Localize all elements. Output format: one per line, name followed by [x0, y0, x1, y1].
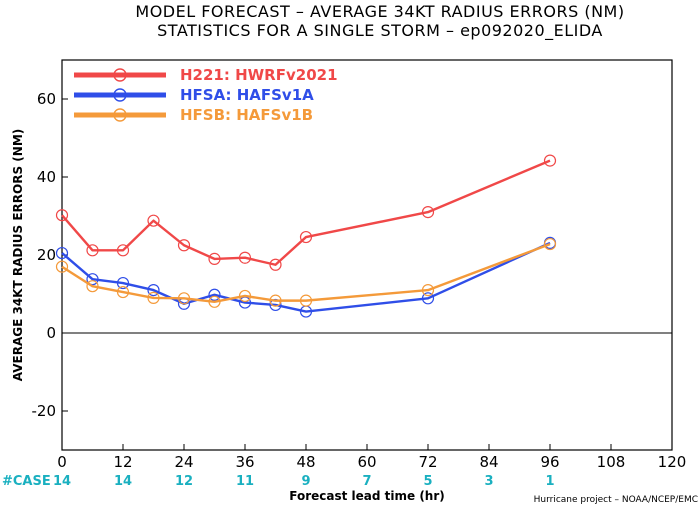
data-point-2: [147, 284, 160, 297]
x-tick-label: 120: [658, 453, 687, 471]
chart-subtitle: STATISTICS FOR A SINGLE STORM – ep092020…: [157, 21, 603, 41]
legend-label-1: H221: HWRFv2021: [180, 66, 338, 84]
data-point-3: [86, 280, 99, 293]
x-tick-label: 24: [174, 453, 193, 471]
case-count: 9: [301, 474, 310, 489]
case-count: 14: [114, 474, 132, 489]
case-count: 11: [236, 474, 254, 489]
x-tick-label: 96: [540, 453, 559, 471]
data-point-1: [55, 209, 69, 222]
data-point-3: [177, 292, 191, 305]
data-point-1: [116, 244, 130, 257]
data-point-3: [421, 284, 435, 297]
x-tick-label: 36: [235, 453, 254, 471]
data-point-1: [238, 251, 252, 264]
data-point-1: [269, 258, 282, 271]
data-point-3: [299, 294, 313, 307]
case-count: 7: [362, 474, 371, 489]
data-point-1: [208, 252, 221, 265]
series-line-1: [61, 159, 551, 266]
x-tick-label: 12: [113, 453, 132, 471]
case-count: 14: [53, 474, 71, 489]
case-count: 1: [545, 474, 554, 489]
x-tick-label: 48: [296, 453, 315, 471]
case-row-label: #CASE: [2, 474, 51, 489]
data-point-2: [421, 292, 435, 305]
data-point-3: [238, 289, 252, 303]
y-tick-label: 20: [37, 246, 56, 264]
y-tick-label: 40: [37, 168, 56, 186]
legend-marker-1: [113, 68, 127, 82]
series-line-2: [61, 241, 551, 313]
case-count: 5: [423, 474, 432, 489]
y-axis-label: AVERAGE 34KT RADIUS ERRORS (NM): [11, 129, 25, 381]
data-point-3: [55, 260, 69, 273]
data-point-1: [299, 230, 313, 244]
data-point-1: [177, 239, 191, 252]
x-tick-label: 108: [597, 453, 626, 471]
legend-label-3: HFSB: HAFSv1B: [180, 106, 313, 124]
data-point-1: [421, 206, 435, 219]
series-line-3: [61, 242, 551, 303]
x-tick-label: 0: [57, 453, 67, 471]
case-count: 3: [484, 474, 493, 489]
data-point-3: [208, 295, 221, 308]
y-tick-label: 60: [37, 90, 56, 108]
plot-frame: [61, 59, 673, 451]
data-point-2: [55, 246, 69, 260]
legend-marker-2: [113, 88, 127, 102]
x-tick-label: 72: [418, 453, 437, 471]
data-point-1: [86, 244, 99, 257]
data-point-2: [208, 288, 221, 301]
data-point-2: [86, 273, 99, 286]
case-count: 12: [175, 474, 193, 489]
data-point-3: [543, 237, 557, 251]
x-tick-label: 60: [357, 453, 376, 471]
legend-marker-3: [113, 108, 127, 122]
y-tick-label: -20: [32, 402, 57, 420]
data-point-2: [116, 276, 130, 290]
data-point-1: [147, 214, 160, 227]
x-axis-label: Forecast lead time (hr): [289, 489, 445, 503]
data-point-3: [269, 294, 282, 307]
data-point-1: [543, 154, 557, 167]
chart-title: MODEL FORECAST – AVERAGE 34KT RADIUS ERR…: [135, 2, 624, 21]
legend-label-2: HFSA: HAFSv1A: [180, 86, 314, 104]
credit-text: Hurricane project – NOAA/NCEP/EMC: [534, 495, 698, 505]
data-point-3: [116, 285, 130, 299]
x-tick-label: 84: [479, 453, 498, 471]
y-tick-label: 0: [46, 324, 56, 342]
data-point-3: [147, 291, 160, 304]
